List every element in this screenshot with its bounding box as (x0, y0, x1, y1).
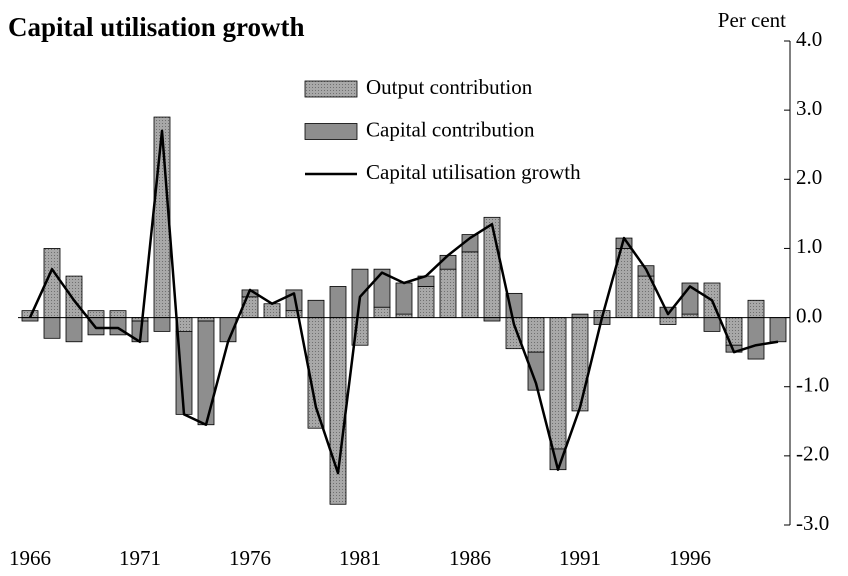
line-series (28, 129, 779, 475)
bar (747, 299, 765, 318)
bar (571, 317, 589, 412)
legend-label: Capital contribution (366, 117, 535, 141)
y-tick-label: -3.0 (796, 511, 829, 535)
bar (329, 286, 347, 318)
x-tick-label: 1986 (449, 546, 491, 570)
bar (373, 306, 391, 318)
bar (65, 275, 83, 318)
x-tick-label: 1991 (559, 546, 601, 570)
y-tick-label: 3.0 (796, 96, 822, 120)
bar (417, 286, 435, 318)
chart-title: Capital utilisation growth (8, 12, 305, 42)
legend-swatch (304, 80, 358, 98)
legend-swatch (304, 123, 358, 140)
x-tick-label: 1981 (339, 546, 381, 570)
bar (263, 303, 281, 318)
bar (681, 313, 699, 318)
bar (483, 216, 501, 318)
bar (395, 313, 413, 318)
y-tick-label: -2.0 (796, 442, 829, 466)
bar (197, 317, 215, 322)
bar (747, 317, 765, 360)
y-tick-label: -1.0 (796, 373, 829, 397)
bar (527, 351, 545, 391)
bar (351, 268, 369, 318)
bar (131, 317, 149, 322)
bar (439, 268, 457, 318)
bar (549, 317, 567, 450)
y-axis-label: Per cent (718, 8, 786, 32)
x-tick-label: 1971 (119, 546, 161, 570)
y-tick-label: 0.0 (796, 303, 822, 327)
bar (87, 310, 105, 318)
legend-label: Capital utilisation growth (366, 160, 581, 184)
bar (197, 320, 215, 426)
y-tick-label: 2.0 (796, 165, 822, 189)
bar (43, 317, 61, 339)
bar (527, 317, 545, 353)
bar (21, 317, 39, 322)
bar (703, 317, 721, 332)
bar (483, 317, 501, 322)
bar (307, 299, 325, 318)
bar (461, 251, 479, 318)
bar (65, 317, 83, 343)
bar (571, 313, 589, 318)
legend-label: Output contribution (366, 75, 533, 99)
bar (659, 317, 677, 325)
bar (769, 317, 787, 343)
y-tick-label: 1.0 (796, 234, 822, 258)
bar (329, 317, 347, 505)
bar (109, 310, 127, 318)
x-tick-label: 1996 (669, 546, 711, 570)
x-tick-label: 1976 (229, 546, 271, 570)
bar (153, 317, 171, 332)
x-tick-label: 1966 (9, 546, 51, 570)
y-tick-label: 4.0 (796, 27, 822, 51)
bar (395, 282, 413, 315)
